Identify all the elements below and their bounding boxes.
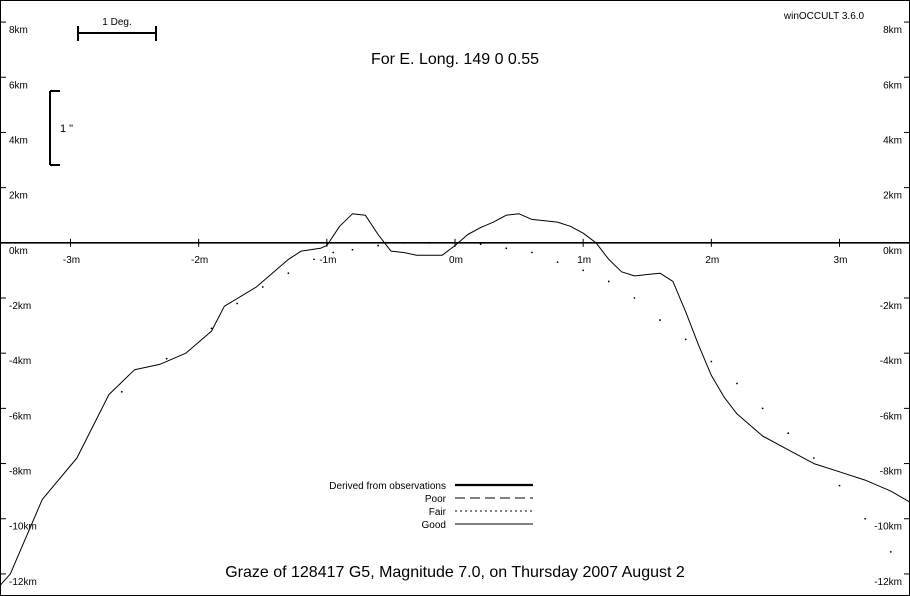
y-tick-label-left: 6km — [9, 80, 28, 91]
y-tick-label-left: -12km — [9, 577, 37, 588]
degree-scale-label: 1 Deg. — [102, 17, 131, 28]
dotted-profile-point — [287, 272, 290, 275]
y-tick-label-left: 2km — [9, 191, 28, 202]
legend-label-poor: Poor — [425, 494, 447, 505]
x-tick-label: -3m — [63, 255, 80, 266]
y-tick-label-right: -12km — [874, 577, 902, 588]
x-tick-label: -2m — [191, 255, 208, 266]
chart-title: For E. Long. 149 0 0.55 — [371, 51, 539, 68]
y-tick-label-left: 4km — [9, 135, 28, 146]
legend-label-observations: Derived from observations — [329, 481, 446, 492]
dotted-profile-point — [402, 241, 405, 244]
y-tick-label-right: 8km — [883, 25, 902, 36]
dotted-profile-point — [838, 484, 841, 487]
dotted-profile-point — [659, 319, 661, 321]
dotted-profile-point — [556, 261, 559, 264]
dotted-profile-point — [633, 297, 636, 299]
dotted-profile-series — [120, 241, 892, 553]
dotted-profile-point — [351, 248, 354, 251]
arcsec-scale-bar: 1 " — [49, 90, 73, 166]
dotted-profile-point — [607, 280, 610, 283]
dotted-profile-point — [505, 247, 508, 250]
y-tick-label-right: -6km — [880, 411, 902, 422]
dotted-profile-point — [889, 550, 892, 553]
dotted-profile-point — [761, 407, 764, 410]
y-tick-label-left: -2km — [9, 301, 31, 312]
dotted-profile-point — [377, 244, 379, 247]
legend: Derived from observations Poor Fair Good — [329, 481, 533, 531]
dotted-profile-point — [787, 432, 790, 435]
x-tick-label: 0m — [449, 255, 463, 266]
limb-profile-line — [0, 213, 910, 587]
y-tick-label-left: -6km — [9, 411, 31, 422]
y-tick-label-right: 2km — [883, 191, 902, 202]
y-tick-label-left: -4km — [9, 356, 31, 367]
y-tick-label-left: 8km — [9, 25, 28, 36]
y-tick-label-left: 0km — [9, 246, 28, 257]
dotted-profile-point — [332, 251, 335, 254]
dotted-profile-point — [684, 338, 687, 341]
dotted-profile-point — [864, 517, 867, 520]
dotted-profile-point — [120, 390, 123, 393]
dotted-profile-point — [236, 302, 239, 305]
arcsec-scale-label: 1 " — [60, 123, 73, 135]
dotted-profile-point — [454, 241, 456, 244]
dotted-profile-point — [582, 269, 585, 272]
dotted-profile-point — [428, 241, 431, 244]
version-label: winOCCULT 3.6.0 — [783, 11, 865, 22]
profile-series — [0, 213, 910, 587]
y-tick-label-right: -4km — [880, 356, 902, 367]
dotted-profile-point — [261, 286, 264, 288]
dotted-profile-point — [710, 360, 713, 363]
degree-scale-bar: 1 Deg. — [77, 17, 157, 41]
dotted-profile-point — [210, 327, 213, 330]
dotted-profile-point — [479, 243, 482, 246]
x-tick-label: -1m — [319, 255, 336, 266]
dotted-profile-point — [736, 382, 738, 385]
y-tick-label-right: 6km — [883, 80, 902, 91]
y-tick-label-left: -8km — [9, 467, 31, 478]
y-tick-label-right: -10km — [874, 522, 902, 533]
x-tick-label: 2m — [705, 255, 719, 266]
legend-label-fair: Fair — [429, 507, 447, 518]
y-tick-label-right: -8km — [880, 467, 902, 478]
y-tick-label-right: -2km — [880, 301, 902, 312]
axis-tick-labels: -3m -2m -1m 0m 1m 2m 3m 8km 8km 6km 6km 4km 4km 2km 2k… — [9, 25, 902, 588]
dotted-profile-point — [165, 357, 168, 360]
y-tick-label-left: -10km — [9, 522, 37, 533]
footer-title: Graze of 128417 G5, Magnitude 7.0, on Th… — [225, 564, 685, 581]
axis-ticks — [0, 21, 910, 575]
dotted-profile-point — [531, 251, 533, 254]
y-tick-label-right: 0km — [883, 246, 902, 257]
y-tick-label-right: 4km — [883, 135, 902, 146]
x-tick-label: 3m — [834, 255, 848, 266]
dotted-profile-point — [812, 457, 815, 459]
x-tick-label: 1m — [577, 255, 591, 266]
legend-label-good: Good — [422, 520, 446, 531]
dotted-profile-point — [313, 258, 315, 261]
